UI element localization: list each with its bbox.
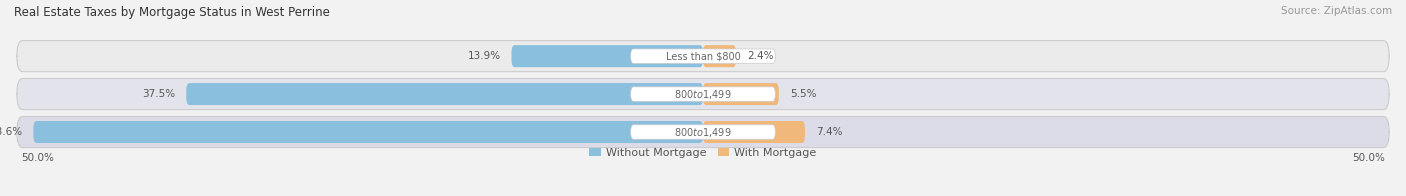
Text: $800 to $1,499: $800 to $1,499	[675, 88, 731, 101]
FancyBboxPatch shape	[703, 45, 737, 67]
Text: $800 to $1,499: $800 to $1,499	[675, 125, 731, 139]
Text: 13.9%: 13.9%	[467, 51, 501, 61]
FancyBboxPatch shape	[703, 83, 779, 105]
Text: 2.4%: 2.4%	[747, 51, 773, 61]
FancyBboxPatch shape	[17, 41, 1389, 72]
FancyBboxPatch shape	[631, 49, 775, 63]
FancyBboxPatch shape	[186, 83, 703, 105]
FancyBboxPatch shape	[34, 121, 703, 143]
FancyBboxPatch shape	[631, 87, 775, 101]
FancyBboxPatch shape	[17, 79, 1389, 110]
Text: 5.5%: 5.5%	[790, 89, 817, 99]
FancyBboxPatch shape	[17, 116, 1389, 148]
Legend: Without Mortgage, With Mortgage: Without Mortgage, With Mortgage	[585, 143, 821, 162]
Text: 50.0%: 50.0%	[21, 153, 53, 163]
Text: Source: ZipAtlas.com: Source: ZipAtlas.com	[1281, 6, 1392, 16]
Text: 48.6%: 48.6%	[0, 127, 22, 137]
FancyBboxPatch shape	[703, 121, 806, 143]
FancyBboxPatch shape	[512, 45, 703, 67]
Text: Real Estate Taxes by Mortgage Status in West Perrine: Real Estate Taxes by Mortgage Status in …	[14, 6, 330, 19]
FancyBboxPatch shape	[631, 125, 775, 139]
Text: 50.0%: 50.0%	[1353, 153, 1385, 163]
Text: Less than $800: Less than $800	[665, 51, 741, 61]
Text: 37.5%: 37.5%	[142, 89, 176, 99]
Text: 7.4%: 7.4%	[815, 127, 842, 137]
